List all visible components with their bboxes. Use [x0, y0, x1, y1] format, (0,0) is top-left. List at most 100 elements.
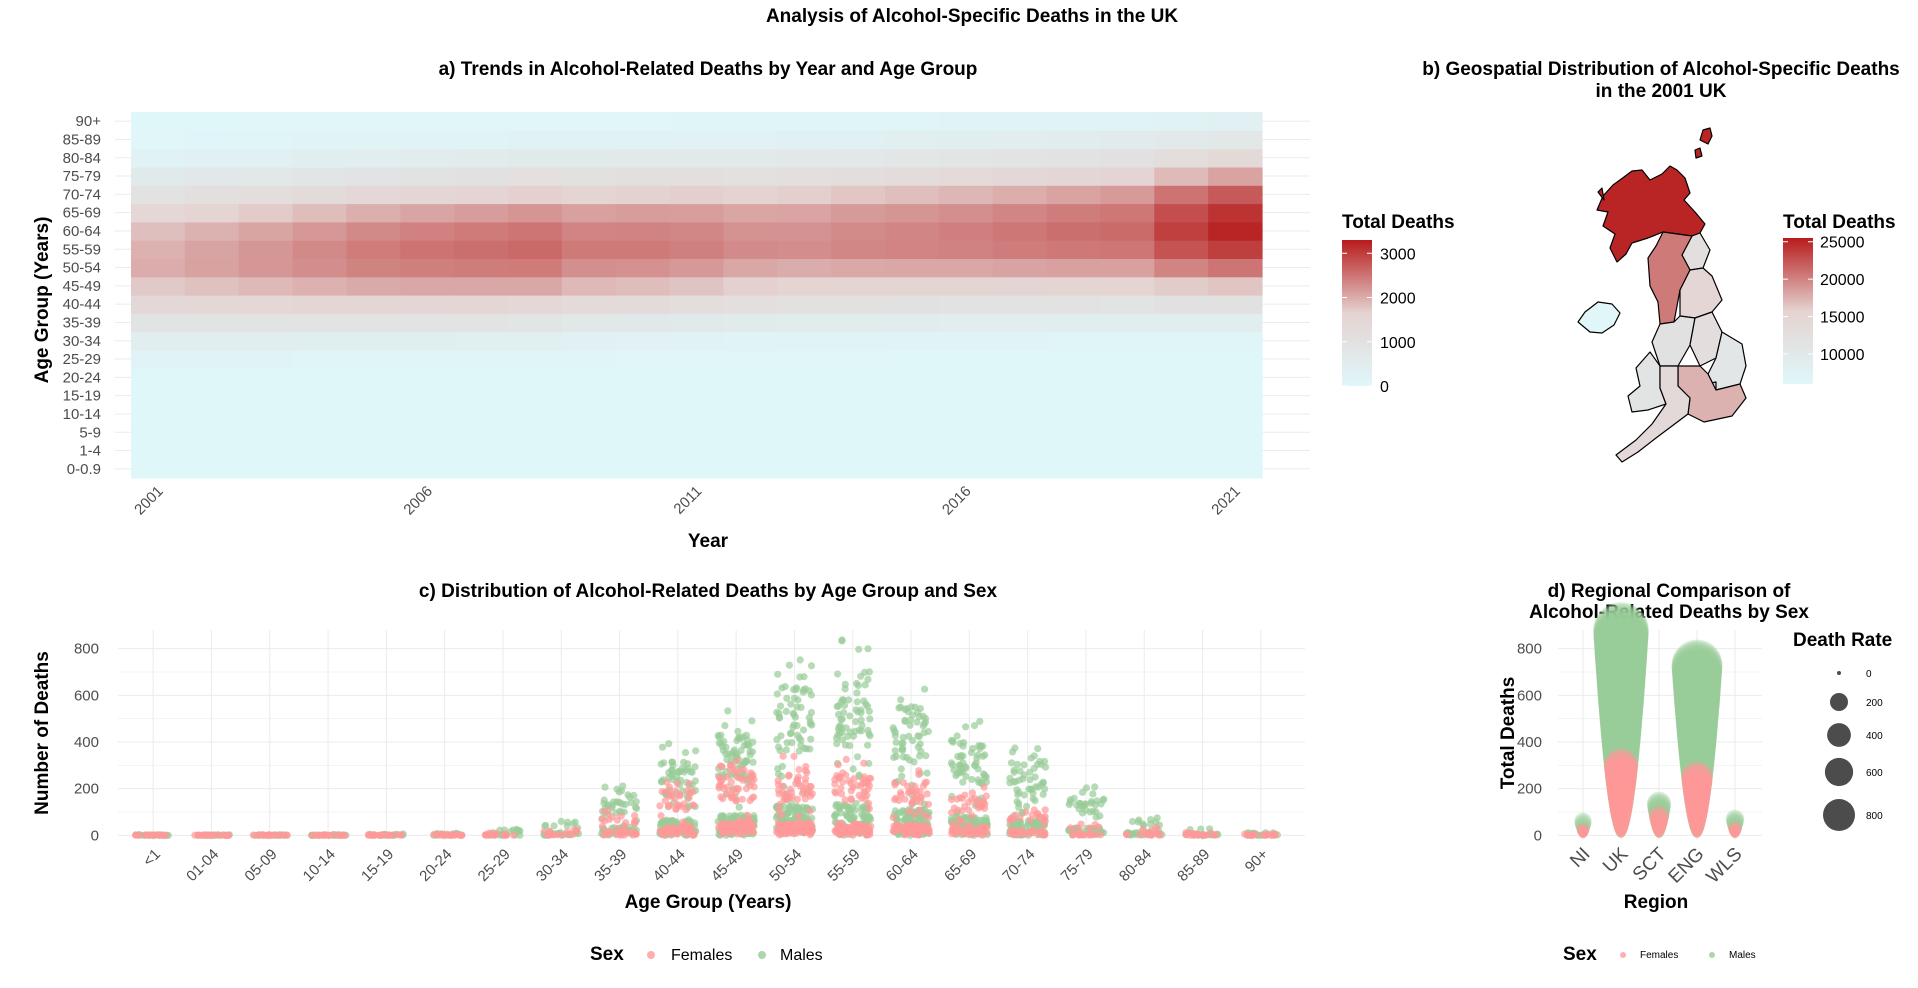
males-bubble	[1603, 740, 1639, 777]
females-point	[671, 795, 679, 803]
males-bubble	[1598, 686, 1644, 731]
heatmap-cell	[615, 258, 671, 278]
heatmap-cell	[238, 441, 294, 461]
a-y-tick-label: 55-59	[63, 241, 101, 258]
females-point	[974, 797, 982, 806]
males-bubble	[1596, 645, 1646, 696]
heatmap-cell	[831, 313, 886, 333]
females-point	[798, 790, 806, 798]
heatmap-cell	[615, 331, 671, 351]
heatmap-cell	[561, 203, 617, 223]
heatmap-cell	[777, 295, 832, 314]
males-point	[1135, 816, 1143, 824]
females-point	[844, 824, 852, 832]
c-x-tick-label: 35-39	[591, 846, 630, 885]
males-point	[852, 706, 860, 714]
males-point	[916, 704, 925, 713]
heatmap-cell	[1100, 148, 1155, 168]
females-point	[732, 768, 740, 776]
males-bubble	[1688, 811, 1706, 829]
males-bubble	[1609, 797, 1633, 820]
panel-c-title: c) Distribution of Alcohol-Related Death…	[419, 581, 998, 602]
heatmap-cell	[1100, 203, 1155, 223]
heatmap-cell	[454, 331, 509, 351]
heatmap-cell	[669, 404, 725, 424]
males-bubble	[1594, 623, 1648, 677]
size-legend-label: 0	[1866, 669, 1872, 680]
males-point	[968, 775, 976, 784]
males-bubble	[1612, 811, 1630, 829]
males-bubble	[1690, 821, 1704, 836]
c-y-tick-label: 0	[91, 827, 99, 844]
females-bubble	[1606, 768, 1636, 799]
females-point	[947, 796, 956, 804]
heatmap-cell	[1208, 313, 1263, 333]
heatmap-cell	[346, 459, 401, 479]
males-point	[906, 721, 914, 729]
males-point	[717, 813, 725, 821]
heatmap-cell	[508, 295, 563, 314]
heatmap-cell	[184, 148, 240, 168]
heatmap-cell	[508, 423, 563, 442]
females-bubble	[1608, 784, 1634, 811]
females-bubble	[1609, 795, 1633, 819]
panel-b-legend-ticks: 10000 15000 20000 25000	[1783, 235, 1865, 364]
females-bubble	[1606, 771, 1636, 801]
males-bubble	[1674, 683, 1720, 728]
females-point	[326, 831, 334, 839]
a-y-tick-label: 90+	[76, 113, 102, 130]
heatmap-cell	[131, 386, 186, 406]
females-point	[680, 820, 688, 828]
heatmap-cell	[131, 130, 186, 150]
heatmap-cell	[1100, 313, 1155, 333]
males-bubble	[1727, 816, 1743, 833]
males-bubble	[1652, 821, 1666, 836]
heatmap-cell	[938, 295, 994, 314]
females-bubble	[1692, 829, 1702, 839]
females-bubble	[1576, 824, 1590, 837]
females-point	[666, 789, 674, 798]
females-point	[1260, 831, 1268, 839]
males-bubble	[1672, 653, 1722, 703]
males-point	[831, 812, 839, 820]
heatmap-cell	[777, 185, 832, 205]
heatmap-cell	[1208, 185, 1263, 205]
heatmap-cell	[1154, 441, 1209, 461]
females-point	[795, 812, 803, 820]
uk-map	[1577, 127, 1747, 463]
males-bubble	[1674, 687, 1720, 732]
heatmap-cell	[938, 221, 994, 241]
males-bubble	[1595, 630, 1647, 683]
heatmap-cell	[1046, 203, 1102, 223]
males-bubble	[1686, 804, 1708, 825]
males-point	[1014, 790, 1022, 799]
females-point	[661, 797, 669, 805]
heatmap-cell	[400, 331, 455, 351]
heatmap-cell	[508, 404, 563, 424]
males-bubble	[1597, 672, 1645, 719]
males-point	[899, 744, 907, 753]
males-bubble	[1602, 733, 1640, 770]
females-point	[670, 829, 679, 837]
males-bubble	[1609, 792, 1633, 817]
d-x-tick-label: SCT	[1629, 843, 1671, 885]
heatmap-cell	[454, 313, 509, 333]
heatmap-cell	[346, 404, 401, 424]
females-point	[673, 779, 681, 788]
females-bubble	[1681, 764, 1713, 796]
males-bubble	[1596, 651, 1646, 701]
panel-d-legend-title: Sex	[1563, 944, 1597, 965]
males-bubble	[1596, 653, 1646, 702]
heatmap-cell	[400, 203, 455, 223]
males-bubble	[1595, 641, 1647, 692]
females-point	[336, 831, 344, 839]
females-bubble	[1610, 804, 1632, 825]
males-bubble	[1597, 668, 1645, 715]
heatmap-cell	[400, 185, 455, 205]
males-bubble	[1726, 814, 1744, 832]
heatmap-cell	[1208, 112, 1263, 131]
c-x-tick-label: 15-19	[358, 846, 397, 885]
females-bubble	[1651, 816, 1667, 832]
males-bubble	[1606, 768, 1636, 799]
